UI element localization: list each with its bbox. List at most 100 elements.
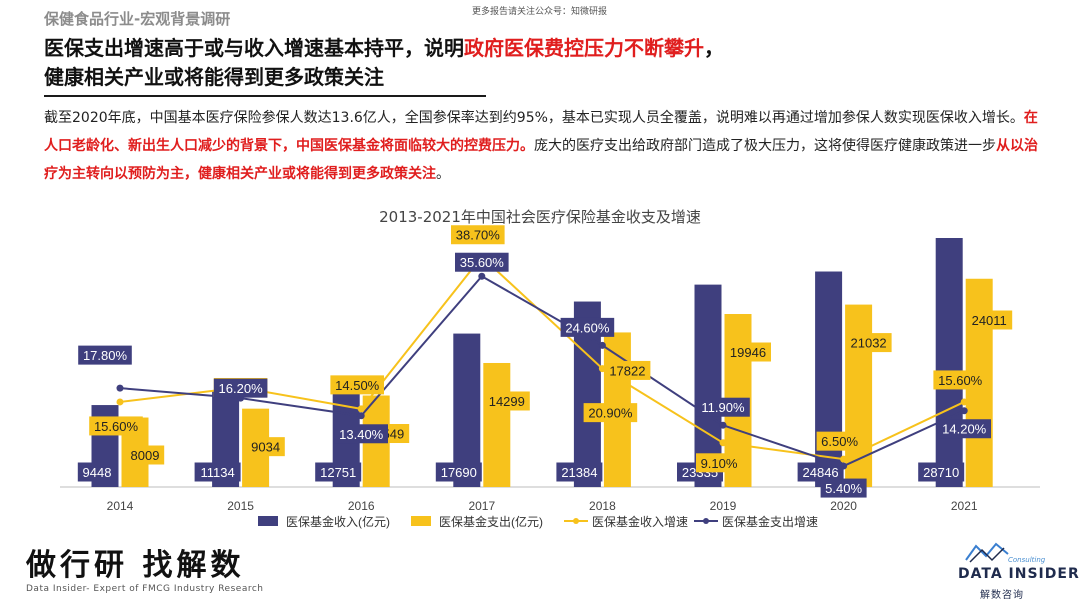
income-value-label: 9448 <box>83 465 112 480</box>
expense-growth-label-bg <box>213 378 268 398</box>
legend-expense-label: 医保基金支出(亿元) <box>439 514 543 529</box>
income-bar <box>935 238 963 487</box>
income-bar <box>453 333 481 487</box>
income-growth-label: 14.50% <box>335 378 380 393</box>
income-value-label: 17690 <box>441 465 477 480</box>
title-underline <box>44 95 486 97</box>
expense-growth-label-bg <box>937 419 991 439</box>
headline-part2: ， <box>704 36 724 60</box>
income-bar <box>815 271 843 487</box>
expense-growth-point <box>116 384 124 392</box>
page-title: 医保支出增速高于或与收入增速基本持平，说明政府医保费控压力不断攀升， 健康相关产… <box>44 34 1044 92</box>
chart-title: 2013-2021年中国社会医疗保险基金收支及增速 <box>379 208 701 226</box>
expense-growth-label: 17.80% <box>83 348 128 363</box>
income-growth-point <box>719 439 727 447</box>
income-value-label-bg <box>435 462 482 482</box>
expense-growth-label-bg <box>455 252 509 272</box>
income-growth-point <box>598 365 606 373</box>
expense-growth-label: 16.20% <box>219 381 264 396</box>
income-growth-label: 15.60% <box>94 419 139 434</box>
income-value-label-bg <box>315 462 362 482</box>
x-tick-label: 2020 <box>830 499 857 513</box>
income-value-label: 28710 <box>923 465 959 480</box>
legend-expense-swatch <box>411 516 431 526</box>
headline-line2: 健康相关产业或将能得到更多政策关注 <box>44 65 384 89</box>
expense-growth-label-bg <box>820 478 867 498</box>
para-text-1: 截至2020年底，中国基本医疗保险参保人数达13.6亿人，全国参保率达到约95%… <box>44 110 1024 126</box>
income-growth-label-bg <box>330 375 384 395</box>
income-growth-label: 9.10% <box>701 456 738 471</box>
headline-part1: 医保支出增速高于或与收入增速基本持平，说明 <box>44 36 464 60</box>
expense-growth-label: 5.40% <box>825 481 862 496</box>
expense-value-label: 8009 <box>131 448 160 463</box>
para-highlight-2: 从以治疗为主转向以预防为主，健康相关产业或将能得到更多政策关注 <box>44 138 1038 182</box>
income-growth-label-bg <box>89 416 143 436</box>
expense-growth-label-bg <box>334 424 388 444</box>
legend-income-swatch <box>258 516 278 526</box>
expense-growth-point <box>719 421 727 429</box>
income-bar <box>694 284 722 487</box>
x-tick-label: 2017 <box>468 499 495 513</box>
income-growth-label: 15.60% <box>938 373 983 388</box>
expense-value-label-bg <box>845 333 892 353</box>
legend-expense-growth-label: 医保基金支出增速 <box>722 514 818 529</box>
income-growth-label-bg <box>583 403 638 423</box>
section-label: 保健食品行业-宏观背景调研 <box>44 10 231 28</box>
expense-value-label-bg <box>246 437 285 457</box>
logo-main-text: DATA INSIDER <box>958 566 1080 582</box>
expense-growth-label-bg <box>560 317 615 337</box>
x-tick-label: 2019 <box>710 499 737 513</box>
x-tick-label: 2014 <box>107 499 134 513</box>
income-value-label-bg <box>77 462 117 482</box>
income-value-label: 12751 <box>320 465 356 480</box>
expense-value-label-bg <box>966 310 1013 330</box>
expense-growth-label-bg <box>696 397 750 417</box>
top-note: 更多报告请关注公众号：知微研报 <box>472 7 608 17</box>
income-growth-point <box>840 455 848 463</box>
headline-highlight: 政府医保费控压力不断攀升 <box>464 36 704 60</box>
x-tick-label: 2021 <box>951 499 978 513</box>
expense-value-label: 9034 <box>251 440 280 455</box>
expense-growth-line <box>119 274 965 468</box>
income-growth-point <box>116 398 124 406</box>
expense-value-label-bg <box>725 342 771 362</box>
income-growth-label: 6.50% <box>821 434 858 449</box>
data-insider-logo-icon <box>965 542 1009 563</box>
income-growth-point <box>357 405 365 413</box>
expense-growth-label: 24.60% <box>565 320 610 335</box>
income-growth-label-bg <box>451 225 505 245</box>
expense-value-label-bg <box>483 391 530 411</box>
para-highlight-1: 在人口老龄化、新出生人口减少的背景下，中国医保基金将面临较大的控费压力。 <box>44 110 1038 154</box>
expense-value-label: 17822 <box>609 363 645 378</box>
expense-growth-label: 35.60% <box>460 255 505 270</box>
legend-expense-growth-marker <box>703 518 709 524</box>
legend-income-growth-marker <box>573 518 579 524</box>
expense-growth-point <box>598 341 606 349</box>
income-growth-label-bg <box>696 453 742 473</box>
expense-growth-label: 13.40% <box>339 427 384 442</box>
expense-bar <box>483 362 511 487</box>
para-text-3: 。 <box>436 166 450 182</box>
expense-value-label: 21032 <box>851 336 887 351</box>
income-growth-label-bg <box>933 370 987 390</box>
body-paragraph: 截至2020年底，中国基本医疗保险参保人数达13.6亿人，全国参保率达到约95%… <box>44 104 1044 188</box>
expense-value-label: 14299 <box>489 394 525 409</box>
income-value-label: 11134 <box>200 465 234 480</box>
income-value-label: 21384 <box>561 465 597 480</box>
income-value-label: 24846 <box>803 465 839 480</box>
brand-tagline: Data Insider- Expert of FMCG Industry Re… <box>26 584 264 594</box>
chart: 2014 2015 2016 2017 2018 2019 2020 2021 9448 8009… <box>60 225 1040 529</box>
expense-growth-point <box>478 272 486 280</box>
income-growth-label: 20.90% <box>588 406 633 421</box>
expense-growth-label: 14.20% <box>942 422 987 437</box>
expense-value-label-bg <box>604 360 651 380</box>
logo-sub-text: 解数咨询 <box>980 590 1024 601</box>
expense-growth-point <box>960 407 968 415</box>
x-tick-label: 2016 <box>348 499 375 513</box>
x-tick-label: 2018 <box>589 499 616 513</box>
expense-value-label-bg <box>125 445 165 465</box>
income-value-label-bg <box>797 462 844 482</box>
income-value-label-bg <box>918 462 965 482</box>
x-tick-label: 2015 <box>227 499 254 513</box>
legend-income-label: 医保基金收入(亿元) <box>286 514 390 529</box>
